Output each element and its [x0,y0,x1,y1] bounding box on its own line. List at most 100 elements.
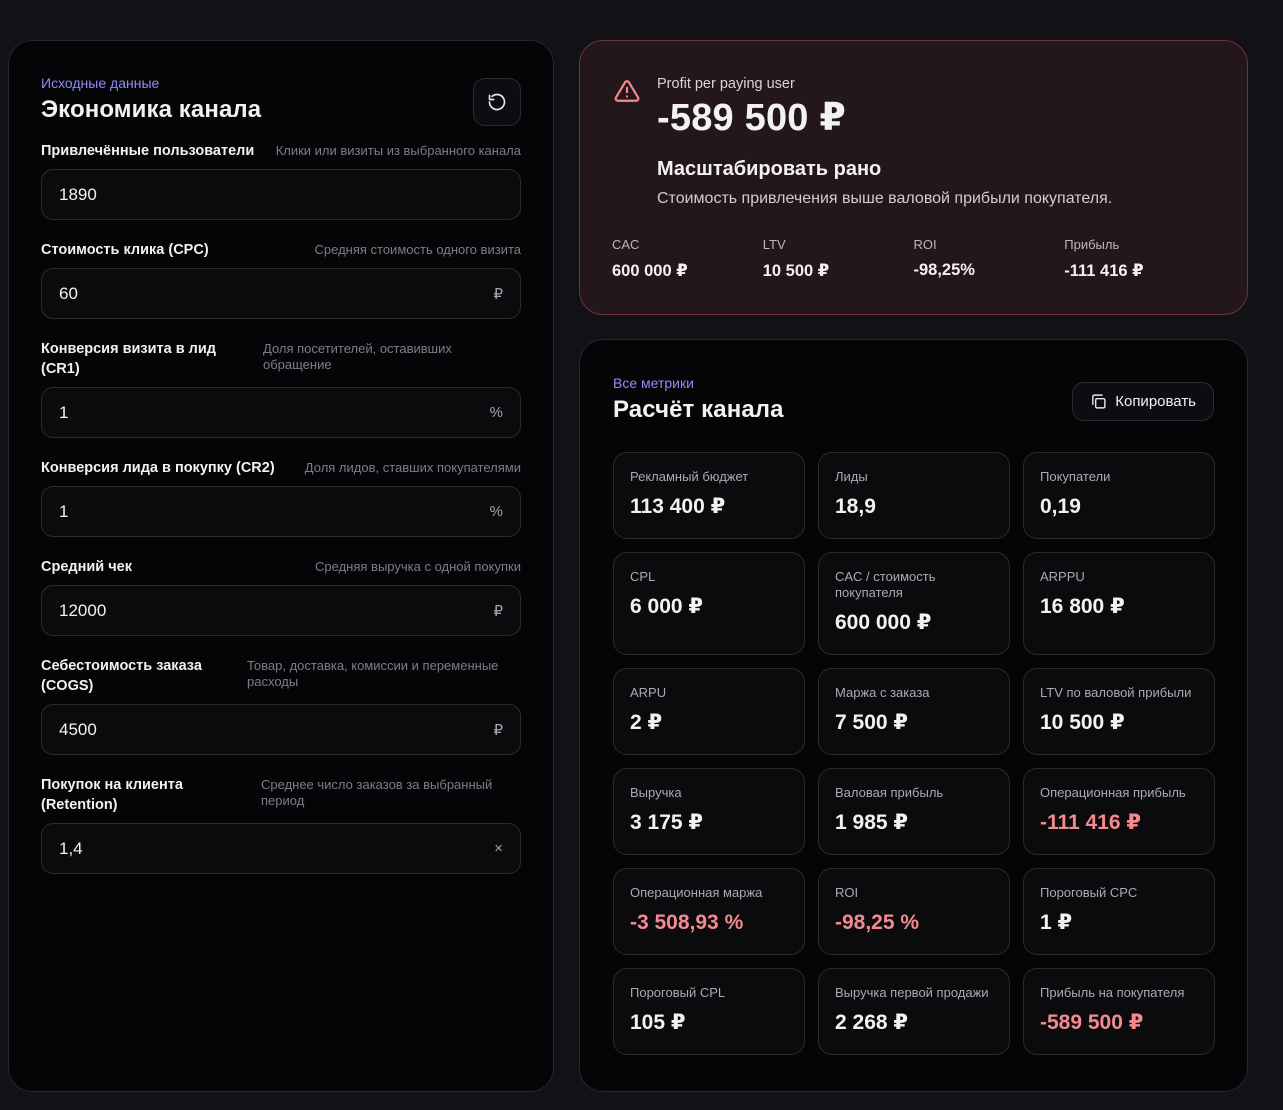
metric-card-order-margin: Маржа с заказа 7 500 ₽ [818,668,1010,755]
metric-card-roi: ROI -98,25 % [818,868,1010,955]
unit-label: ₽ [493,602,503,620]
unit-label: × [494,840,503,857]
reset-button[interactable] [473,78,521,126]
metric-label: CAC / стоимость покупателя [835,569,936,600]
unit-label: % [489,404,503,421]
alert-metric-value: 600 000 ₽ [612,262,688,280]
metric-value: 1 ₽ [1040,911,1073,934]
field-hint: Клики или визиты из выбранного канала [275,143,521,158]
cr2-input[interactable] [59,501,439,522]
field-hint: Товар, доставка, комиссии и переменные р… [247,658,499,689]
field-attracted-users: Привлечённые пользователи Клики или визи… [41,141,521,220]
field-cr1: Конверсия визита в лид (CR1) Доля посети… [41,339,521,438]
alert-metric-ltv: LTV 10 500 ₽ [763,237,914,281]
inputs-title: Экономика канала [41,96,262,123]
metric-label: Валовая прибыль [835,785,944,800]
metric-label: ARPPU [1040,569,1085,584]
retention-input[interactable] [59,838,439,859]
alert-metric-value: 10 500 ₽ [762,262,830,280]
metric-label: Пороговый CPL [630,985,726,1000]
field-average-check: Средний чек Средняя выручка с одной поку… [41,557,521,636]
metric-label: Прибыль на покупателя [1040,985,1185,1000]
alert-metric-cac: CAC 600 000 ₽ [612,237,763,281]
alert-metric-profit: Прибыль -111 416 ₽ [1064,237,1215,281]
field-label: Конверсия лида в покупку (CR2) [41,460,275,476]
cpc-input-box[interactable]: ₽ [41,268,521,319]
alert-description: Стоимость привлечения выше валовой прибы… [657,190,1113,207]
alert-metric-value: -98,25% [913,261,975,279]
metrics-eyebrow: Все метрики [613,375,694,391]
input-fields: Привлечённые пользователи Клики или визи… [41,141,521,874]
metric-label: LTV по валовой прибыли [1040,685,1192,700]
metric-value: 600 000 ₽ [835,611,932,634]
metric-value: 3 175 ₽ [630,811,703,834]
cpc-input[interactable] [59,283,439,304]
field-label: Стоимость клика (CPC) [41,242,209,258]
metric-card-cpl: CPL 6 000 ₽ [613,552,805,655]
metric-value: 1 985 ₽ [835,811,908,834]
attracted-users-input-box[interactable] [41,169,521,220]
average-check-input-box[interactable]: ₽ [41,585,521,636]
metric-value: 6 000 ₽ [630,595,703,618]
copy-button-label: Копировать [1115,393,1196,410]
metric-card-arppu: ARPPU 16 800 ₽ [1023,552,1215,655]
metric-value: -98,25 % [835,911,920,934]
metric-label: ARPU [630,685,667,700]
metric-card-operating-profit: Операционная прибыль -111 416 ₽ [1023,768,1215,855]
metric-label: Лиды [835,469,868,484]
alert-metric-label: CAC [612,237,640,252]
metric-card-ad-budget: Рекламный бюджет 113 400 ₽ [613,452,805,539]
field-hint: Среднее число заказов за выбранный перио… [261,777,493,808]
metric-label: Пороговый CPC [1040,885,1138,900]
cogs-input-box[interactable]: ₽ [41,704,521,755]
field-retention: Покупок на клиента (Retention) Среднее ч… [41,775,521,874]
field-label: Покупок на клиента (Retention) [41,777,183,813]
metric-label: Операционная прибыль [1040,785,1186,800]
metric-card-cac: CAC / стоимость покупателя 600 000 ₽ [818,552,1010,655]
copy-button[interactable]: Копировать [1072,382,1214,421]
cr1-input-box[interactable]: % [41,387,521,438]
profit-per-user-value: -589 500 ₽ [657,97,847,139]
field-label: Привлечённые пользователи [41,143,255,159]
metric-card-revenue: Выручка 3 175 ₽ [613,768,805,855]
metric-label: Выручка [630,785,682,800]
field-hint: Доля посетителей, оставивших обращение [263,341,452,372]
alert-metric-roi: ROI -98,25% [914,237,1065,281]
metrics-title: Расчёт канала [613,396,784,423]
cr2-input-box[interactable]: % [41,486,521,537]
metric-card-ltv-gross: LTV по валовой прибыли 10 500 ₽ [1023,668,1215,755]
metric-card-first-sale-revenue: Выручка первой продажи 2 268 ₽ [818,968,1010,1055]
metric-card-threshold-cpc: Пороговый CPC 1 ₽ [1023,868,1215,955]
metric-label: ROI [835,885,859,900]
cr1-input[interactable] [59,402,439,423]
field-label: Себестоимость заказа (COGS) [41,658,202,694]
metric-value: -3 508,93 % [630,911,744,934]
metric-card-leads: Лиды 18,9 [818,452,1010,539]
field-cpc: Стоимость клика (CPC) Средняя стоимость … [41,240,521,319]
metric-value: -111 416 ₽ [1040,811,1142,834]
cogs-input[interactable] [59,719,439,740]
alert-metric-value: -111 416 ₽ [1064,262,1144,280]
average-check-input[interactable] [59,600,439,621]
attracted-users-input[interactable] [59,184,439,205]
alert-metrics: CAC 600 000 ₽ LTV 10 500 ₽ ROI -98,25% П… [612,237,1215,281]
metric-card-arpu: ARPU 2 ₽ [613,668,805,755]
field-label: Конверсия визита в лид (CR1) [41,341,216,377]
metric-value: 113 400 ₽ [630,495,726,518]
metric-card-gross-profit: Валовая прибыль 1 985 ₽ [818,768,1010,855]
metric-value: 0,19 [1040,495,1081,518]
retention-input-box[interactable]: × [41,823,521,874]
metric-label: Операционная маржа [630,885,763,900]
field-cr2: Конверсия лида в покупку (CR2) Доля лидо… [41,458,521,537]
metric-value: 105 ₽ [630,1011,686,1034]
alert-metric-label: Прибыль [1064,237,1120,252]
metric-value: 2 ₽ [630,711,663,734]
alert-eyebrow: Profit per paying user [657,76,795,92]
refresh-icon [488,93,506,111]
metric-value: 2 268 ₽ [835,1011,908,1034]
copy-icon [1092,394,1106,409]
warning-triangle-icon [614,80,640,102]
metric-label: Покупатели [1040,469,1111,484]
field-hint: Средняя выручка с одной покупки [315,559,521,574]
unit-label: ₽ [493,721,503,739]
